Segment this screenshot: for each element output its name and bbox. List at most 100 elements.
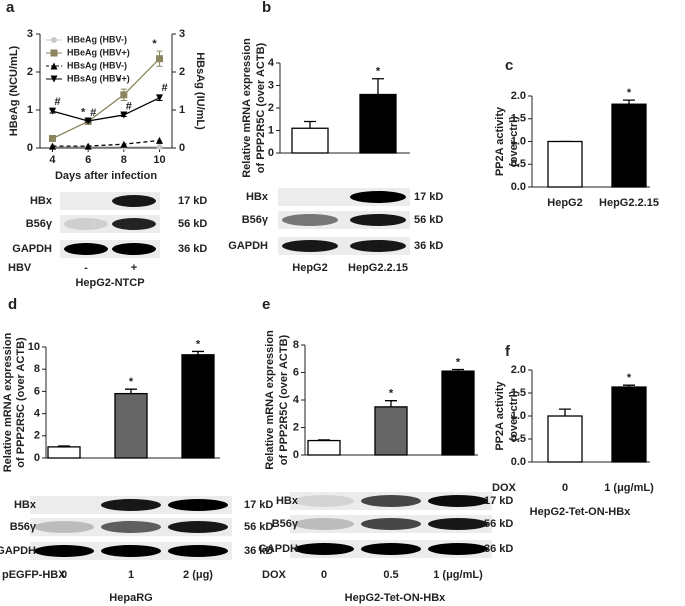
blot-band — [282, 214, 338, 226]
x-tick-label: 4 — [49, 154, 56, 166]
legend-marker — [50, 62, 58, 70]
blot-row-label: HBx — [30, 195, 53, 207]
blot-band — [101, 521, 161, 533]
x-tick-label: 8 — [121, 154, 127, 166]
bar — [611, 103, 647, 188]
blot-size-label: 56 kD — [178, 218, 207, 230]
category-label: 2 (μg) — [183, 569, 213, 581]
group-label: HepG2-NTCP — [75, 277, 144, 289]
blot-row-label: HBx — [276, 495, 299, 507]
y-tick-label: 2 — [268, 102, 274, 114]
y2-tick-label: 3 — [179, 28, 185, 40]
axes — [39, 34, 173, 149]
bar — [114, 392, 148, 459]
significance-mark: # — [126, 100, 132, 112]
y2-tick-label: 0 — [179, 142, 185, 154]
y-tick-label: 2 — [293, 421, 299, 433]
blot-band — [168, 521, 228, 533]
error-bar — [372, 78, 384, 95]
y-tick-label: 3 — [27, 28, 33, 40]
y2-tick-label: 2 — [179, 66, 185, 78]
y-axis-label: PP2A activity — [494, 106, 506, 176]
group-label: HepaRG — [109, 592, 152, 604]
y-tick-label: 1.5 — [511, 387, 526, 399]
y-tick-label: 1.5 — [511, 113, 526, 125]
blot-band — [34, 521, 94, 533]
significance-mark: * — [129, 376, 134, 388]
y-tick-label: 6 — [34, 385, 40, 397]
blot-size-label: 36 kD — [414, 240, 443, 252]
point — [156, 94, 164, 102]
category-label: 0 — [321, 569, 327, 581]
y-axis-label: Relative mRNA expression — [2, 332, 14, 472]
blot-band — [34, 545, 94, 557]
legend-label: HBsAg (HBV+) — [67, 73, 130, 83]
blot-band — [428, 518, 488, 530]
significance-mark: * — [627, 372, 632, 384]
y-tick-label: 2.0 — [511, 364, 526, 376]
error-bar — [385, 400, 397, 407]
category-label: HepG2.2.15 — [348, 262, 408, 274]
blot-band — [350, 240, 406, 252]
group-label: HepG2-Tet-ON-HBx — [530, 506, 632, 518]
y-tick-label: 0 — [34, 452, 40, 464]
y-tick-label: 1.0 — [511, 410, 526, 422]
y-tick-label: 2.0 — [511, 90, 526, 102]
y-axis-label: Relative mRNA expression — [241, 38, 253, 178]
point — [84, 142, 92, 150]
y-axis-label: HBeAg (NCU/mL) — [8, 45, 20, 136]
blot-band — [361, 518, 421, 530]
category-label: 1 (μg/mL) — [604, 482, 654, 494]
x-tick-label: 6 — [85, 154, 91, 166]
y-tick-label: 2 — [27, 66, 33, 78]
y-tick-label: 0.0 — [511, 456, 526, 468]
blot-size-label: 36 kD — [178, 243, 207, 255]
significance-mark: * — [152, 38, 157, 50]
significance-mark: * — [389, 388, 394, 400]
y-tick-label: 8 — [34, 363, 40, 375]
point — [156, 55, 164, 63]
y-tick-label: 0.5 — [511, 433, 526, 445]
x-axis-label: pEGFP-HBX — [2, 569, 66, 581]
y-tick-label: 0 — [293, 449, 299, 461]
y-axis-label: of PPP2R5C (over ACTB) — [255, 42, 267, 173]
significance-mark: # — [54, 96, 60, 108]
y-tick-label: 0 — [268, 147, 274, 159]
error-bar — [125, 388, 137, 394]
y-tick-label: 1.0 — [511, 135, 526, 147]
y-tick-label: 3 — [268, 79, 274, 91]
point — [120, 91, 128, 99]
legend-marker — [51, 37, 57, 43]
point — [156, 143, 163, 150]
y-tick-label: 4 — [34, 408, 41, 420]
y2-tick-label: 1 — [179, 104, 185, 116]
category-label: HepG2 — [292, 262, 327, 274]
blot-size-label: 17 kD — [414, 191, 443, 203]
lane-label: - — [84, 262, 88, 274]
blot-size-label: 56 kD — [484, 518, 513, 530]
category-label: 1 (μg/mL) — [433, 569, 483, 581]
legend-marker — [50, 75, 58, 83]
significance-mark: # — [90, 107, 96, 119]
blot-band — [112, 218, 156, 230]
significance-mark: * — [456, 356, 461, 368]
group-label: HepG2-Tet-ON-HBx — [345, 592, 447, 604]
y-axis-label: of PPP2R5C (over ACTB) — [278, 334, 290, 465]
blot-row-label: B56γ — [242, 214, 269, 226]
y-tick-label: 4 — [293, 394, 300, 406]
bar — [374, 406, 408, 456]
blot-band — [64, 218, 108, 230]
blot-band — [428, 543, 488, 555]
blot-band — [361, 543, 421, 555]
blot-size-label: 17 kD — [484, 495, 513, 507]
point — [84, 117, 92, 125]
blot-size-label: 56 kD — [414, 214, 443, 226]
panel-letter: d — [8, 296, 17, 313]
blot-row-label: GAPDH — [12, 243, 52, 255]
x-tick-label: 10 — [153, 154, 165, 166]
panel-letter: a — [6, 0, 15, 16]
bar — [181, 354, 215, 459]
series-line — [52, 97, 160, 122]
y-tick-label: 10 — [28, 341, 40, 353]
blot-band — [350, 191, 406, 203]
